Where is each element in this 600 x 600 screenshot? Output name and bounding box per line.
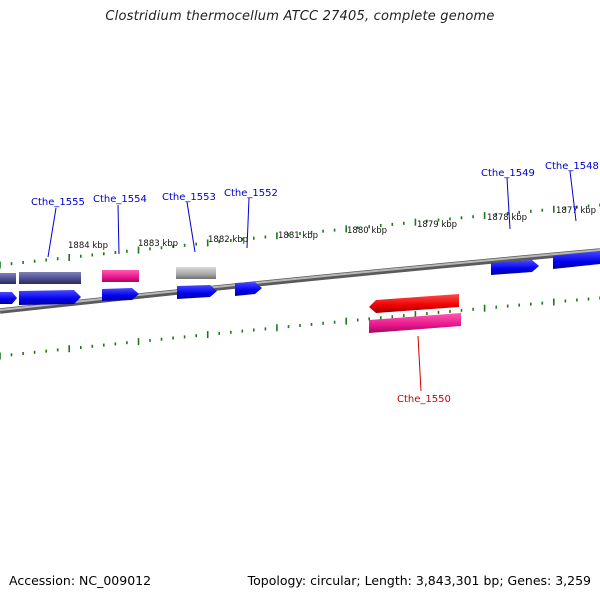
gene-arrow-forward[interactable] bbox=[553, 251, 600, 269]
gene-label[interactable]: Cthe_1555 bbox=[31, 197, 85, 208]
outer-tick-marks bbox=[0, 203, 600, 269]
gene-label[interactable]: Cthe_1548 bbox=[545, 161, 599, 172]
gene-arrow-forward[interactable] bbox=[19, 290, 81, 305]
gene-label[interactable]: Cthe_1553 bbox=[162, 192, 216, 203]
scale-label: 1879 kbp bbox=[417, 220, 457, 230]
feature-block-magenta[interactable] bbox=[102, 270, 139, 282]
scale-label: 1877 kbp bbox=[556, 206, 596, 216]
reverse-genes bbox=[369, 294, 461, 333]
scale-labels: 1884 kbp 1883 kbp 1882 kbp 1881 kbp 1880… bbox=[68, 206, 596, 251]
accession-text: Accession: NC_009012 bbox=[9, 573, 152, 588]
feature-block-purple[interactable] bbox=[0, 273, 16, 284]
gene-arrow-forward[interactable] bbox=[0, 292, 17, 304]
inner-tick-marks bbox=[0, 296, 600, 360]
label-leaders bbox=[47, 170, 577, 392]
feature-block-purple[interactable] bbox=[19, 272, 81, 284]
feature-block-magenta[interactable] bbox=[369, 313, 461, 333]
genome-backbone-highlight bbox=[0, 249, 600, 311]
genome-summary-text: Topology: circular; Length: 3,843,301 bp… bbox=[247, 573, 591, 588]
genome-backbone bbox=[0, 248, 600, 314]
gene-arrow-forward[interactable] bbox=[491, 260, 539, 275]
gene-arrow-forward[interactable] bbox=[102, 288, 139, 301]
feature-track-outer bbox=[0, 267, 216, 284]
gene-arrow-reverse[interactable] bbox=[369, 294, 459, 313]
scale-label: 1880 kbp bbox=[347, 226, 387, 236]
map-title: Clostridium thermocellum ATCC 27405, com… bbox=[105, 9, 495, 24]
scale-label: 1883 kbp bbox=[138, 239, 178, 249]
feature-block-gray[interactable] bbox=[176, 267, 216, 279]
gene-label[interactable]: Cthe_1549 bbox=[481, 168, 535, 179]
scale-label: 1878 kbp bbox=[487, 213, 527, 223]
gene-labels: Cthe_1555 Cthe_1554 Cthe_1553 Cthe_1552 … bbox=[31, 161, 599, 405]
scale-label: 1881 kbp bbox=[278, 231, 318, 241]
forward-genes bbox=[0, 251, 600, 305]
gene-arrow-forward[interactable] bbox=[235, 282, 262, 296]
scale-label: 1884 kbp bbox=[68, 241, 108, 251]
gene-label[interactable]: Cthe_1554 bbox=[93, 194, 147, 205]
scale-label: 1882 kbp bbox=[208, 235, 248, 245]
gene-arrow-forward[interactable] bbox=[177, 285, 217, 299]
gene-label[interactable]: Cthe_1550 bbox=[397, 394, 451, 405]
gene-label[interactable]: Cthe_1552 bbox=[224, 188, 278, 199]
